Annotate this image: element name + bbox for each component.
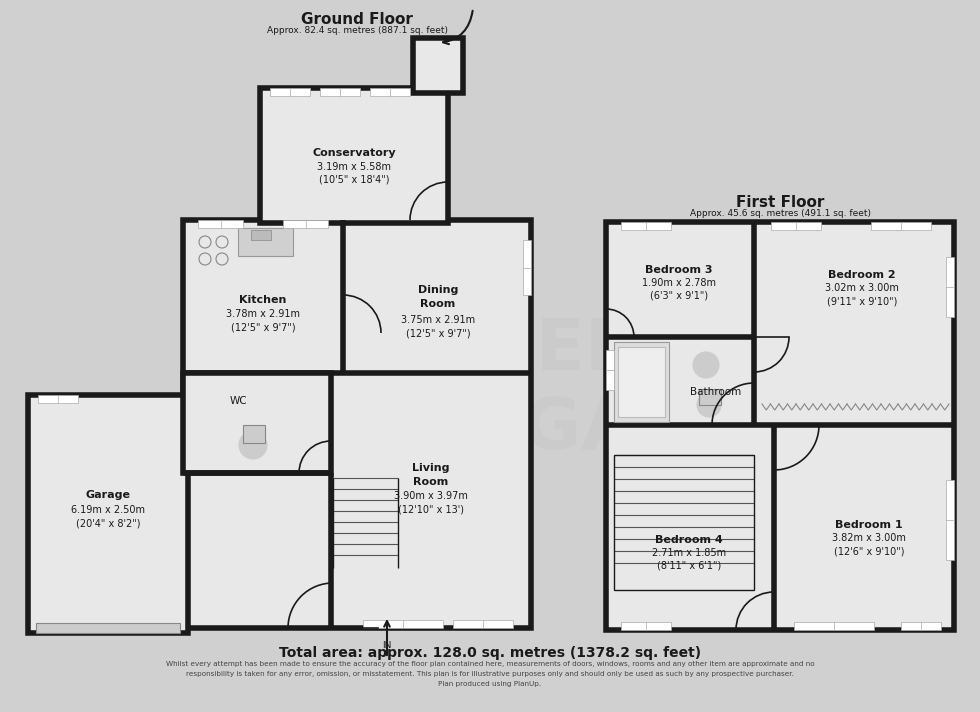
Bar bbox=[871, 222, 931, 230]
Bar bbox=[320, 88, 360, 96]
Bar bbox=[523, 240, 531, 295]
Text: IN: IN bbox=[382, 642, 392, 651]
Text: Approx. 45.6 sq. metres (491.1 sq. feet): Approx. 45.6 sq. metres (491.1 sq. feet) bbox=[690, 209, 870, 218]
Bar bbox=[238, 228, 293, 256]
Text: 3.75m x 2.91m: 3.75m x 2.91m bbox=[401, 315, 475, 325]
Bar bbox=[363, 620, 443, 628]
Bar bbox=[183, 220, 531, 628]
Circle shape bbox=[693, 352, 719, 378]
Text: First Floor: First Floor bbox=[736, 195, 824, 210]
Text: Room: Room bbox=[420, 299, 456, 309]
Bar bbox=[614, 342, 669, 422]
Bar bbox=[198, 220, 243, 228]
Bar bbox=[251, 230, 271, 240]
Circle shape bbox=[239, 431, 267, 459]
Text: Dining: Dining bbox=[417, 285, 459, 295]
Bar bbox=[260, 88, 448, 223]
Bar bbox=[183, 373, 331, 473]
Text: Bedroom 3: Bedroom 3 bbox=[645, 265, 712, 275]
Text: (8'11" x 6'1"): (8'11" x 6'1") bbox=[657, 561, 721, 571]
Bar bbox=[36, 623, 180, 633]
Text: Bedroom 2: Bedroom 2 bbox=[828, 270, 896, 280]
Bar bbox=[946, 480, 954, 560]
Text: Kitchen: Kitchen bbox=[239, 295, 287, 305]
Bar bbox=[453, 620, 513, 628]
Text: (12'5" x 9'7"): (12'5" x 9'7") bbox=[230, 322, 295, 332]
Text: Whilst every attempt has been made to ensure the accuracy of the floor plan cont: Whilst every attempt has been made to en… bbox=[166, 661, 814, 667]
Bar bbox=[946, 257, 954, 317]
Bar bbox=[606, 350, 614, 390]
Text: (12'6" x 9'10"): (12'6" x 9'10") bbox=[834, 546, 905, 556]
Text: ANSEI
MATAGGART: ANSEI MATAGGART bbox=[241, 315, 739, 464]
Text: Room: Room bbox=[414, 477, 449, 487]
Text: 1.90m x 2.78m: 1.90m x 2.78m bbox=[642, 278, 716, 288]
Bar bbox=[28, 395, 188, 633]
Bar bbox=[901, 622, 941, 630]
Text: Bedroom 1: Bedroom 1 bbox=[835, 520, 903, 530]
Text: (12'10" x 13'): (12'10" x 13') bbox=[398, 505, 464, 515]
Text: (6'3" x 9'1"): (6'3" x 9'1") bbox=[650, 291, 709, 301]
Text: (10'5" x 18'4"): (10'5" x 18'4") bbox=[318, 174, 389, 184]
Bar bbox=[283, 220, 328, 228]
Text: Garage: Garage bbox=[85, 490, 130, 500]
Bar bbox=[243, 425, 265, 443]
Bar bbox=[606, 222, 954, 630]
Text: Approx. 82.4 sq. metres (887.1 sq. feet): Approx. 82.4 sq. metres (887.1 sq. feet) bbox=[267, 26, 448, 35]
Text: 3.19m x 5.58m: 3.19m x 5.58m bbox=[317, 162, 391, 172]
Text: 3.82m x 3.00m: 3.82m x 3.00m bbox=[832, 533, 906, 543]
Bar bbox=[699, 389, 721, 405]
Bar bbox=[413, 38, 463, 93]
Text: 6.19m x 2.50m: 6.19m x 2.50m bbox=[71, 505, 145, 515]
Text: (20'4" x 8'2"): (20'4" x 8'2") bbox=[75, 518, 140, 528]
Text: WC: WC bbox=[229, 396, 247, 406]
Bar bbox=[270, 88, 310, 96]
Bar bbox=[621, 222, 671, 230]
Bar bbox=[771, 222, 821, 230]
Text: Living: Living bbox=[413, 463, 450, 473]
Bar bbox=[38, 395, 78, 403]
Text: (12'5" x 9'7"): (12'5" x 9'7") bbox=[406, 328, 470, 338]
Text: 2.71m x 1.85m: 2.71m x 1.85m bbox=[652, 548, 726, 558]
Text: Ground Floor: Ground Floor bbox=[301, 12, 413, 27]
Text: Bedroom 4: Bedroom 4 bbox=[655, 535, 723, 545]
Text: 3.02m x 3.00m: 3.02m x 3.00m bbox=[825, 283, 899, 293]
Text: Bathroom: Bathroom bbox=[690, 387, 742, 397]
Bar bbox=[370, 88, 410, 96]
Text: (9'11" x 9'10"): (9'11" x 9'10") bbox=[827, 296, 897, 306]
Bar bbox=[794, 622, 874, 630]
Bar bbox=[621, 622, 671, 630]
Bar bbox=[614, 455, 754, 590]
Text: Plan produced using PlanUp.: Plan produced using PlanUp. bbox=[438, 681, 542, 687]
Text: 3.90m x 3.97m: 3.90m x 3.97m bbox=[394, 491, 467, 501]
Text: Conservatory: Conservatory bbox=[313, 148, 396, 158]
Bar bbox=[618, 347, 665, 417]
Text: Total area: approx. 128.0 sq. metres (1378.2 sq. feet): Total area: approx. 128.0 sq. metres (13… bbox=[279, 646, 701, 660]
Text: 3.78m x 2.91m: 3.78m x 2.91m bbox=[226, 309, 300, 319]
Circle shape bbox=[697, 393, 721, 417]
Text: responsibility is taken for any error, omission, or misstatement. This plan is f: responsibility is taken for any error, o… bbox=[186, 671, 794, 677]
